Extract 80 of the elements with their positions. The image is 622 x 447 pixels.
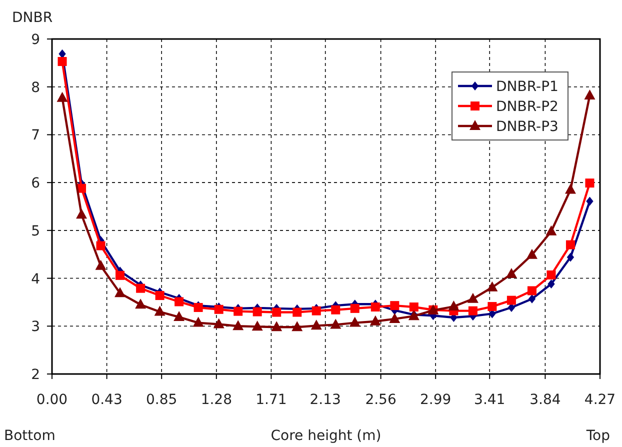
y-tick-label: 3 — [31, 319, 40, 336]
y-tick-label: 5 — [31, 223, 40, 240]
point — [155, 291, 164, 300]
point — [154, 306, 166, 316]
point — [58, 56, 67, 66]
point — [566, 240, 575, 250]
point — [546, 225, 557, 236]
y-tick-label: 6 — [31, 176, 40, 192]
text: Bottom — [4, 428, 56, 444]
point — [350, 304, 360, 313]
point — [214, 304, 224, 314]
point — [409, 302, 418, 312]
point — [292, 308, 302, 317]
point — [174, 311, 185, 322]
point — [585, 178, 594, 188]
point — [213, 318, 224, 328]
point — [584, 89, 596, 100]
point — [506, 268, 517, 278]
x-tick-label: 2.56 — [365, 392, 396, 408]
x-tick-label: 1.28 — [200, 392, 232, 408]
point — [526, 248, 538, 259]
text: Top — [585, 428, 610, 444]
y-tick-label: 7 — [31, 128, 40, 144]
x-tick-label: 0.43 — [91, 392, 122, 408]
point — [96, 241, 106, 250]
legend-label: DNBR-P1 — [496, 79, 558, 95]
point — [292, 321, 303, 332]
point — [114, 287, 126, 298]
point — [330, 318, 342, 329]
point — [95, 260, 106, 270]
point — [136, 284, 146, 293]
point — [448, 300, 460, 311]
point — [468, 306, 478, 316]
point — [467, 292, 478, 303]
point — [586, 196, 594, 206]
point — [252, 320, 263, 331]
x-tick-label: 2.13 — [310, 392, 341, 408]
point — [564, 184, 576, 194]
point — [370, 315, 381, 326]
x-tick-label: 3.84 — [530, 392, 561, 408]
point — [486, 281, 498, 292]
y-tick-label: 9 — [31, 32, 40, 48]
point — [506, 296, 516, 305]
legend-label: DNBR-P2 — [496, 99, 558, 115]
point — [370, 302, 380, 312]
point — [349, 316, 360, 327]
point — [390, 301, 400, 310]
x-tick-label: 4.27 — [584, 392, 616, 408]
x-axis-title: Core height (m) — [270, 428, 382, 444]
point — [488, 302, 497, 312]
point — [135, 298, 146, 309]
x-tick-label: 3.41 — [474, 392, 506, 408]
point — [548, 280, 555, 289]
point — [527, 286, 536, 296]
x-tick-label: 0.85 — [146, 392, 178, 408]
point — [528, 294, 536, 304]
point — [389, 312, 400, 323]
point — [310, 320, 322, 330]
y-axis-title: DNBR — [12, 10, 53, 26]
point — [566, 252, 574, 262]
point — [252, 307, 262, 316]
legend-label: DNBR-P3 — [496, 119, 558, 135]
x-tick-label: 1.71 — [256, 392, 287, 408]
point — [272, 308, 282, 317]
point — [76, 208, 88, 219]
point — [234, 306, 243, 316]
x-tick-label: 2.99 — [420, 392, 452, 408]
point — [271, 321, 282, 332]
point — [312, 306, 321, 316]
point — [56, 92, 68, 102]
point — [174, 297, 184, 306]
point — [232, 320, 244, 330]
y-tick-label: 2 — [31, 367, 40, 383]
y-tick-label: 8 — [31, 80, 40, 96]
y-tick-label: 4 — [31, 271, 40, 288]
x-tick-label: 0.00 — [36, 392, 68, 408]
point — [546, 270, 556, 280]
point — [192, 316, 204, 327]
point — [116, 270, 125, 280]
point — [331, 305, 340, 314]
